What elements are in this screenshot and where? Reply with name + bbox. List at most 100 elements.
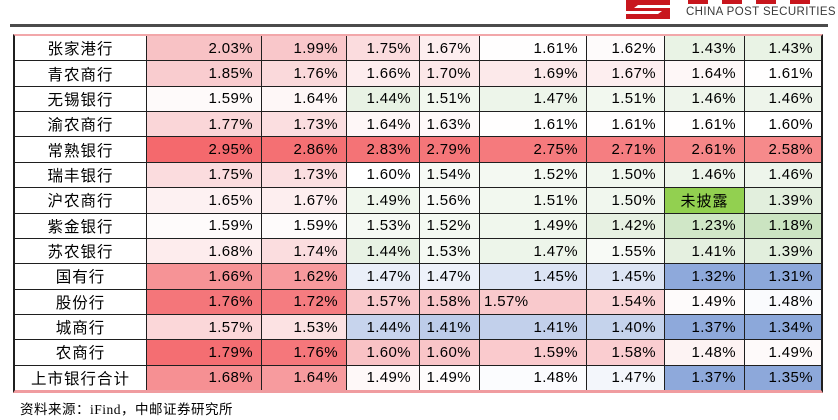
table-row: 青农商行 1.85% 1.76% 1.66% 1.70% 1.69% 1.67% 1.64% 1… [15, 61, 821, 87]
value-cell: 1.46% [745, 162, 821, 188]
value-cell: 1.70% [420, 61, 480, 86]
value-cell: 1.41% [480, 314, 587, 340]
value-cell: 2.95% [147, 137, 262, 162]
cropped-cn-wordmark [687, 0, 810, 4]
value-cell: 1.66% [347, 61, 420, 86]
value-cell: 1.50% [587, 162, 665, 188]
table-row: 常熟银行 2.95% 2.86% 2.83% 2.79% 2.75% 2.71% 2.61% 2… [15, 137, 821, 163]
value-cell: 1.31% [745, 264, 821, 289]
value-cell: 1.53% [420, 238, 480, 264]
value-cell: 1.60% [347, 340, 420, 365]
value-cell: 1.76% [147, 289, 262, 314]
value-cell: 1.51% [587, 86, 665, 112]
value-cell: 1.47% [587, 365, 665, 391]
value-cell: 1.67% [587, 61, 665, 86]
table-row: 渝农商行 1.77% 1.73% 1.64% 1.63% 1.61% 1.61% 1.61% 1… [15, 112, 821, 138]
table-row: 苏农银行 1.68% 1.74% 1.44% 1.53% 1.47% 1.55% 1.41% 1… [15, 238, 821, 265]
value-cell: 1.61% [587, 112, 665, 137]
value-cell: 1.49% [420, 365, 480, 391]
value-cell: 1.32% [665, 264, 745, 289]
bank-name-cell: 瑞丰银行 [15, 162, 147, 188]
value-cell: 1.63% [420, 112, 480, 137]
value-cell: 1.44% [347, 238, 420, 264]
value-cell: 2.75% [480, 137, 587, 162]
value-cell: 1.61% [665, 112, 745, 137]
value-cell: 2.58% [745, 137, 821, 162]
value-cell: 1.60% [420, 340, 480, 365]
value-cell: 1.62% [587, 36, 665, 61]
value-cell: 1.46% [665, 162, 745, 188]
value-cell: 2.86% [262, 137, 347, 162]
value-cell: 1.48% [480, 365, 587, 391]
value-cell: 1.53% [262, 314, 347, 340]
value-cell: 1.57% [480, 289, 587, 314]
value-cell: 1.58% [420, 289, 480, 314]
value-cell: 1.50% [587, 188, 665, 213]
value-cell: 1.23% [665, 213, 745, 238]
value-cell: 1.44% [347, 314, 420, 340]
bank-name-cell: 苏农银行 [15, 238, 147, 264]
value-cell: 1.77% [147, 112, 262, 137]
value-cell: 1.99% [262, 36, 347, 61]
value-cell: 2.79% [420, 137, 480, 162]
value-cell: 1.47% [480, 86, 587, 112]
value-cell: 1.49% [665, 289, 745, 314]
value-cell: 1.74% [262, 238, 347, 264]
value-cell: 2.83% [347, 137, 420, 162]
value-cell: 1.59% [147, 213, 262, 238]
value-cell: 1.35% [745, 365, 821, 391]
value-cell: 2.61% [665, 137, 745, 162]
bank-name-cell: 沪农商行 [15, 188, 147, 213]
value-cell: 1.44% [347, 86, 420, 112]
value-cell: 1.54% [587, 289, 665, 314]
bank-name-cell: 上市银行合计 [15, 365, 147, 391]
value-cell: 1.76% [262, 61, 347, 86]
value-cell: 1.64% [262, 86, 347, 112]
value-cell: 1.79% [147, 340, 262, 365]
value-cell: 1.67% [262, 188, 347, 213]
value-cell: 1.47% [420, 264, 480, 289]
value-cell: 1.68% [147, 238, 262, 264]
value-cell: 1.73% [262, 112, 347, 137]
bank-name-cell: 国有行 [15, 264, 147, 289]
value-cell: 1.48% [665, 340, 745, 365]
value-cell: 1.42% [587, 213, 665, 238]
bank-name-cell: 青农商行 [15, 61, 147, 86]
value-cell: 1.60% [745, 112, 821, 137]
value-cell: 1.61% [745, 61, 821, 86]
value-cell: 2.71% [587, 137, 665, 162]
table-row: 瑞丰银行 1.75% 1.73% 1.60% 1.54% 1.52% 1.50% 1.46% 1… [15, 162, 821, 189]
value-cell: 1.57% [147, 314, 262, 340]
brand-name-en: CHINA POST SECURITIES [685, 6, 836, 18]
value-cell: 1.39% [745, 238, 821, 264]
brand-text-block: CHINA POST SECURITIES [686, 0, 836, 18]
china-post-emblem-icon [625, 0, 670, 19]
table-row: 城商行 1.57% 1.53% 1.44% 1.41% 1.41% 1.40% 1.37% 1.… [15, 314, 821, 341]
value-cell: 1.75% [347, 36, 420, 61]
value-cell: 1.55% [587, 238, 665, 264]
value-cell: 1.60% [347, 162, 420, 188]
value-cell: 1.67% [420, 36, 480, 61]
brand-logo: CHINA POST SECURITIES [624, 0, 836, 19]
bank-name-cell: 紫金银行 [15, 213, 147, 238]
table-row: 上市银行合计 1.68% 1.64% 1.49% 1.49% 1.48% 1.47% 1.37… [15, 365, 821, 391]
value-cell: 1.47% [347, 264, 420, 289]
value-cell: 1.58% [587, 340, 665, 365]
value-cell: 未披露 [665, 188, 745, 213]
value-cell: 1.53% [347, 213, 420, 238]
value-cell: 1.75% [147, 162, 262, 188]
value-cell: 1.46% [665, 86, 745, 112]
value-cell: 1.68% [147, 365, 262, 391]
value-cell: 1.61% [480, 36, 587, 61]
value-cell: 1.37% [665, 365, 745, 391]
value-cell: 1.73% [262, 162, 347, 188]
value-cell: 1.49% [347, 365, 420, 391]
value-cell: 1.49% [480, 213, 587, 238]
value-cell: 1.64% [262, 365, 347, 391]
value-cell: 1.54% [420, 162, 480, 188]
table-row: 无锡银行 1.59% 1.64% 1.44% 1.51% 1.47% 1.51% 1.46% 1… [15, 86, 821, 113]
bank-name-cell: 常熟银行 [15, 137, 147, 162]
table-row: 农商行 1.79% 1.76% 1.60% 1.60% 1.59% 1.58% 1.48% 1.… [15, 340, 821, 366]
bank-name-cell: 农商行 [15, 340, 147, 365]
